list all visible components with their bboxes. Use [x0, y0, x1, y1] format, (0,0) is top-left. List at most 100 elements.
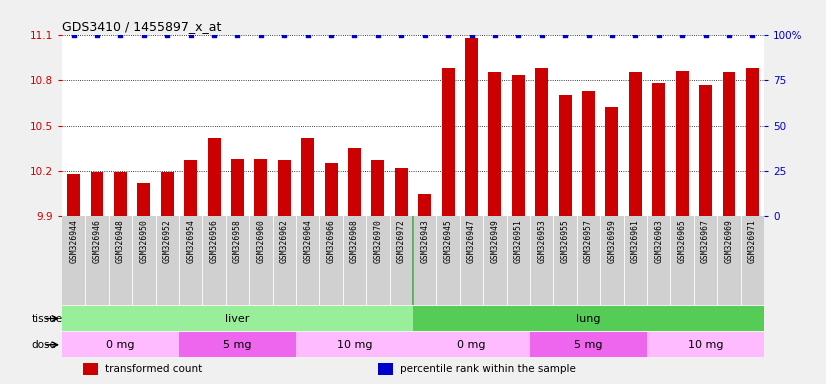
Bar — [629, 73, 642, 217]
Point — [535, 31, 548, 38]
Text: GSM326963: GSM326963 — [654, 219, 663, 263]
Bar — [465, 38, 478, 217]
Point — [746, 31, 759, 38]
Text: percentile rank within the sample: percentile rank within the sample — [401, 364, 577, 374]
Bar — [605, 107, 619, 217]
Text: GSM326943: GSM326943 — [420, 219, 430, 263]
Bar — [348, 148, 361, 217]
Point — [372, 31, 385, 38]
Text: GSM326969: GSM326969 — [724, 219, 733, 263]
Point — [629, 31, 642, 38]
FancyBboxPatch shape — [530, 332, 647, 358]
FancyBboxPatch shape — [413, 306, 764, 331]
Text: GSM326961: GSM326961 — [631, 219, 640, 263]
Text: 5 mg: 5 mg — [223, 340, 252, 350]
Text: GSM326947: GSM326947 — [467, 219, 476, 263]
Text: GSM326967: GSM326967 — [701, 219, 710, 263]
Text: GDS3410 / 1455897_x_at: GDS3410 / 1455897_x_at — [62, 20, 221, 33]
Bar — [378, 364, 393, 375]
Bar — [699, 84, 712, 217]
Text: GSM326950: GSM326950 — [140, 219, 149, 263]
Bar — [676, 71, 689, 217]
Bar — [161, 172, 173, 217]
Text: GSM326946: GSM326946 — [93, 219, 102, 263]
Point — [465, 31, 478, 38]
Bar — [746, 68, 759, 217]
Point — [184, 31, 197, 38]
Point — [676, 31, 689, 38]
Point — [114, 31, 127, 38]
Text: GSM326944: GSM326944 — [69, 219, 78, 263]
Text: GSM326949: GSM326949 — [491, 219, 500, 263]
Point — [90, 31, 104, 38]
Text: 0 mg: 0 mg — [458, 340, 486, 350]
Bar — [535, 68, 548, 217]
Bar — [83, 364, 98, 375]
Point — [652, 31, 665, 38]
Text: GSM326956: GSM326956 — [210, 219, 219, 263]
Point — [605, 31, 619, 38]
Point — [254, 31, 268, 38]
Text: 10 mg: 10 mg — [688, 340, 724, 350]
Point — [558, 31, 572, 38]
Text: GSM326959: GSM326959 — [607, 219, 616, 263]
Bar — [325, 164, 338, 217]
Point — [488, 31, 501, 38]
FancyBboxPatch shape — [296, 332, 413, 358]
Text: GSM326952: GSM326952 — [163, 219, 172, 263]
Bar — [442, 68, 454, 217]
Point — [441, 31, 454, 38]
Bar — [301, 137, 314, 217]
Bar — [512, 76, 525, 217]
Point — [137, 31, 150, 38]
Bar — [207, 137, 221, 217]
Text: GSM326954: GSM326954 — [186, 219, 195, 263]
Text: GSM326971: GSM326971 — [748, 219, 757, 263]
Point — [348, 31, 361, 38]
Text: 0 mg: 0 mg — [107, 340, 135, 350]
Point — [278, 31, 291, 38]
Bar — [137, 183, 150, 217]
Bar — [254, 159, 268, 217]
Text: GSM326953: GSM326953 — [537, 219, 546, 263]
Point — [699, 31, 712, 38]
Text: GSM326962: GSM326962 — [280, 219, 289, 263]
Point — [325, 31, 338, 38]
Text: GSM326960: GSM326960 — [256, 219, 265, 263]
Point — [395, 31, 408, 38]
Bar — [558, 95, 572, 217]
Bar — [723, 73, 735, 217]
Text: GSM326968: GSM326968 — [350, 219, 359, 263]
Text: transformed count: transformed count — [106, 364, 202, 374]
Text: GSM326948: GSM326948 — [116, 219, 125, 263]
Text: 10 mg: 10 mg — [337, 340, 373, 350]
Point — [582, 31, 595, 38]
Bar — [114, 172, 127, 217]
Text: tissue: tissue — [31, 313, 63, 323]
Point — [418, 31, 431, 38]
Bar — [278, 161, 291, 217]
Text: GSM326972: GSM326972 — [396, 219, 406, 263]
Text: GSM326955: GSM326955 — [561, 219, 570, 263]
Bar — [372, 161, 384, 217]
Text: liver: liver — [225, 313, 249, 323]
Point — [67, 31, 80, 38]
Bar — [395, 168, 408, 217]
Bar — [231, 159, 244, 217]
Point — [160, 31, 173, 38]
Text: GSM326957: GSM326957 — [584, 219, 593, 263]
Text: lung: lung — [577, 313, 601, 323]
Bar — [418, 194, 431, 217]
Bar — [653, 83, 665, 217]
Point — [207, 31, 221, 38]
FancyBboxPatch shape — [62, 332, 179, 358]
Text: GSM326951: GSM326951 — [514, 219, 523, 263]
Bar — [67, 174, 80, 217]
Point — [722, 31, 735, 38]
Text: GSM326966: GSM326966 — [326, 219, 335, 263]
Text: GSM326965: GSM326965 — [677, 219, 686, 263]
Text: GSM326958: GSM326958 — [233, 219, 242, 263]
FancyBboxPatch shape — [647, 332, 764, 358]
Text: GSM326964: GSM326964 — [303, 219, 312, 263]
Point — [511, 31, 525, 38]
